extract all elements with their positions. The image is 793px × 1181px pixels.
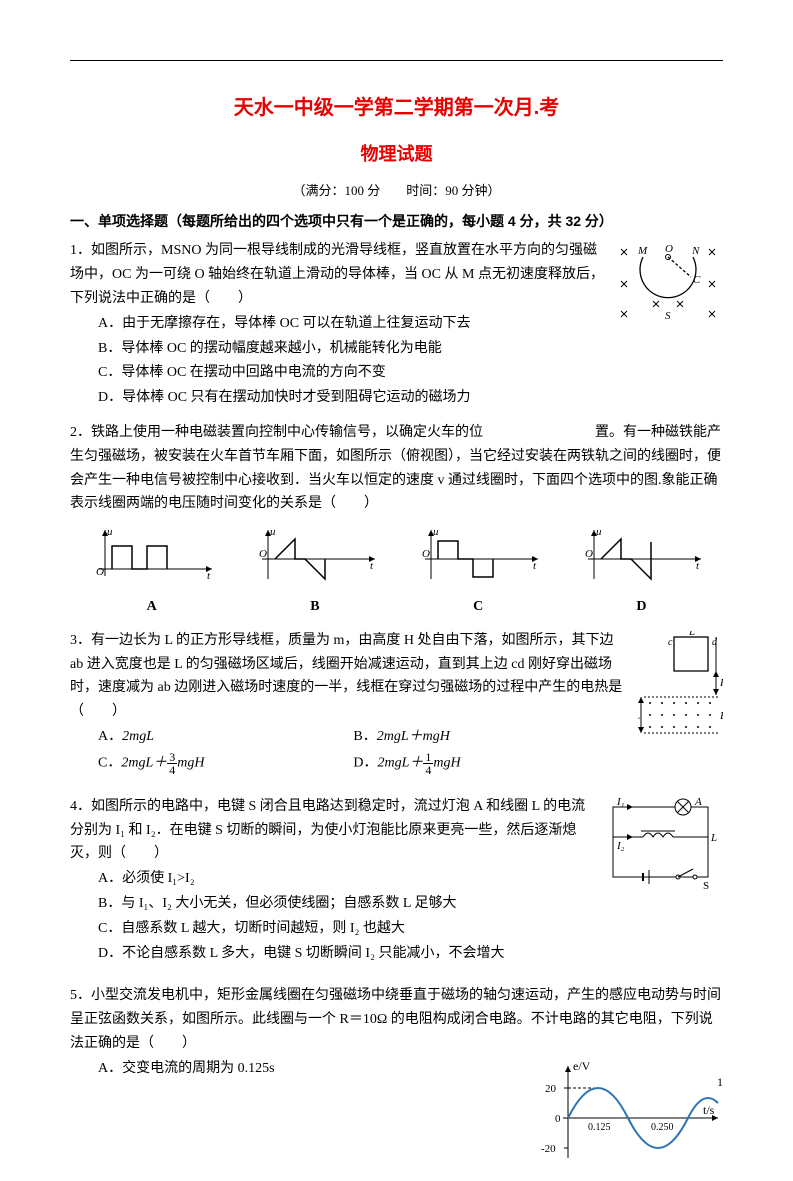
svg-text:O: O — [259, 548, 267, 560]
q3-stem: 3．有一边长为 L 的正方形导线框，质量为 m，由高度 H 处自由下落，如图所示… — [70, 629, 723, 724]
question-2: 2．铁路上使用一种电磁装置向控制中心传输信号，以确定火车的位 置。有一种磁铁能产… — [70, 421, 723, 619]
svg-text:S: S — [703, 880, 709, 892]
svg-text:I₂: I₂ — [616, 840, 625, 852]
q3-opt-c: C．2mgL＋34mgH — [98, 751, 353, 776]
q5-stem: 5．小型交流发电机中，矩形金属线圈在匀强磁场中绕垂直于磁场的轴匀速运动，产生的感… — [70, 984, 723, 1055]
axis-O: O — [96, 566, 104, 578]
svg-text:t: t — [696, 560, 700, 572]
q3-opt-b: B．2mgL＋mgH — [353, 725, 608, 749]
q4-opt-c: C．自感系数 L 越大，切断时间越短，则 I₂ 也越大 — [98, 917, 723, 941]
svg-text:S: S — [665, 310, 671, 322]
q3-figure: d c L H B L — [638, 631, 723, 750]
axis-u: u — [107, 526, 113, 538]
q3-opt-a: A．2mgL — [98, 725, 353, 749]
svg-text:L: L — [688, 631, 695, 638]
q2-label-a: A — [87, 595, 217, 619]
svg-text:L: L — [710, 832, 717, 844]
q5-xlabel: t/s — [703, 1103, 715, 1117]
q2-opt-b-fig: O u t B — [250, 524, 380, 619]
q2-options-row: O u t A O u t B — [70, 524, 723, 619]
q2-label-c: C — [413, 595, 543, 619]
svg-text:L: L — [638, 710, 640, 722]
q4-figure: A I₁ L I₂ S — [603, 797, 723, 901]
svg-text:B: B — [720, 710, 723, 722]
top-rule — [70, 60, 723, 61]
q5-graph: e/V t/s 20 0 -20 0.125 0.250 — [533, 1058, 723, 1177]
svg-text:-20: -20 — [541, 1143, 556, 1155]
svg-text:t: t — [370, 560, 374, 572]
svg-text:I₁: I₁ — [616, 797, 625, 808]
svg-text:O: O — [665, 243, 673, 255]
q5-ylabel: e/V — [573, 1059, 591, 1073]
q1-figure: M O N C S — [613, 241, 723, 335]
svg-text:t: t — [533, 560, 537, 572]
svg-text:0.250: 0.250 — [651, 1122, 674, 1133]
q2-opt-c-fig: O u t C — [413, 524, 543, 619]
page: 天水一中级一学第二学期第一次月.考 物理试题 （满分：100 分 时间：90 分… — [0, 0, 793, 1122]
svg-text:20: 20 — [545, 1083, 557, 1095]
svg-text:u: u — [596, 526, 602, 538]
q2-label-b: B — [250, 595, 380, 619]
question-5: 5．小型交流发电机中，矩形金属线圈在匀强磁场中绕垂直于磁场的轴匀速运动，产生的感… — [70, 984, 723, 1180]
svg-text:d: d — [712, 637, 718, 648]
svg-text:H: H — [719, 677, 723, 689]
svg-text:N: N — [691, 245, 700, 257]
q2-label-d: D — [576, 595, 706, 619]
exam-info: （满分：100 分 时间：90 分钟） — [70, 180, 723, 202]
svg-text:O: O — [422, 548, 430, 560]
q1-svg: M O N C S — [613, 241, 723, 326]
q1-opt-b: B．导体棒 OC 的摆动幅度越来越小，机械能转化为电能 — [98, 337, 723, 361]
exam-subtitle: 物理试题 — [70, 139, 723, 170]
svg-text:M: M — [637, 245, 648, 257]
q2-opt-a-fig: O u t A — [87, 524, 217, 619]
q3-opt-d: D．2mgL＋14mgH — [353, 751, 608, 776]
page-number: 1 — [717, 1072, 723, 1092]
q4-opt-d: D．不论自感系数 L 多大，电键 S 切断瞬间 I₂ 只能减小，不会增大 — [98, 942, 723, 966]
svg-text:C: C — [693, 274, 701, 286]
svg-text:u: u — [270, 526, 276, 538]
question-4: A I₁ L I₂ S 4．如图所示的电路中，电键 S 闭合且电路达到 — [70, 795, 723, 967]
question-3: d c L H B L 3．有一边长为 L — [70, 629, 723, 777]
question-1: M O N C S 1．如图所示，MSNO 为同一根导线制成的光滑导线框，竖直放… — [70, 239, 723, 411]
svg-text:A: A — [694, 797, 702, 808]
exam-title: 天水一中级一学第二学期第一次月.考 — [70, 91, 723, 125]
svg-text:O: O — [585, 548, 593, 560]
section-1-heading: 一、单项选择题（每题所给出的四个选项中只有一个是正确的，每小题 4 分，共 32… — [70, 210, 723, 234]
q1-opt-c: C．导体棒 OC 在摆动中回路中电流的方向不变 — [98, 361, 723, 385]
axis-t: t — [207, 570, 211, 582]
svg-text:u: u — [433, 526, 439, 538]
svg-text:0.125: 0.125 — [588, 1122, 611, 1133]
q2-stem: 2．铁路上使用一种电磁装置向控制中心传输信号，以确定火车的位 置。有一种磁铁能产… — [70, 421, 723, 516]
q1-opt-d: D．导体棒 OC 只有在摆动加快时才受到阻碍它运动的磁场力 — [98, 386, 723, 410]
q2-opt-d-fig: O u t D — [576, 524, 706, 619]
svg-text:c: c — [668, 637, 673, 648]
svg-text:0: 0 — [555, 1113, 561, 1125]
